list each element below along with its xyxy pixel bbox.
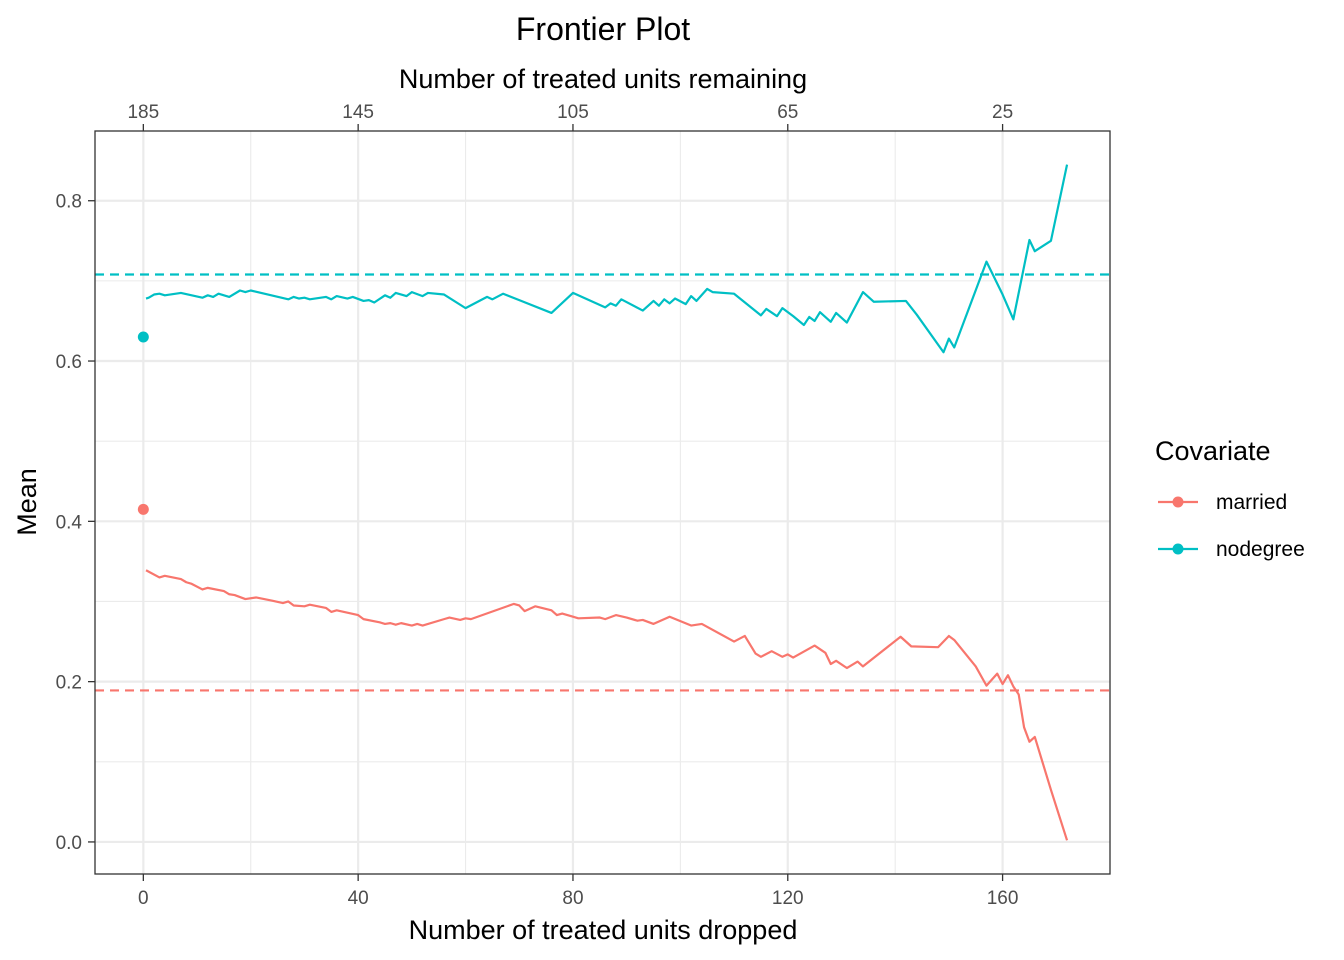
- legend-title: Covariate: [1155, 436, 1271, 466]
- x-axis-title: Number of treated units dropped: [409, 915, 798, 945]
- married-legend-label: married: [1216, 491, 1287, 514]
- top-axis-ticks: 185 145 105 65 25: [127, 102, 1013, 131]
- nodegree-legend-key-point: [1172, 543, 1184, 555]
- legend-items: married nodegree: [1158, 491, 1305, 561]
- chart-title: Frontier Plot: [516, 11, 690, 47]
- x-tick-label: 0: [138, 888, 149, 909]
- y-tick-label: 0.0: [56, 833, 82, 854]
- top-axis-title: Number of treated units remaining: [399, 64, 807, 94]
- panel-border: [94, 130, 1111, 875]
- x-axis-ticks: 0 40 80 120 160: [138, 874, 1018, 909]
- y-axis-title: Mean: [12, 468, 42, 536]
- married-start-point: [137, 503, 149, 515]
- x-tick-label: 120: [772, 888, 804, 909]
- x-tick-label: 80: [562, 888, 583, 909]
- nodegree-legend-label: nodegree: [1216, 538, 1305, 561]
- legend: Covariate married nodegree: [1155, 436, 1305, 561]
- x-tick-label: 160: [987, 888, 1019, 909]
- nodegree-line: [145, 164, 1069, 354]
- married-line: [145, 569, 1069, 841]
- x-tick-label: 40: [348, 888, 369, 909]
- top-tick-label: 185: [127, 102, 159, 123]
- married-legend-key-point: [1172, 496, 1184, 508]
- top-tick-label: 105: [557, 102, 589, 123]
- series-lines: [145, 164, 1069, 841]
- top-tick-label: 65: [777, 102, 798, 123]
- y-tick-label: 0.2: [56, 673, 82, 694]
- reference-lines: [95, 273, 1110, 692]
- grid: [95, 131, 1110, 874]
- y-tick-label: 0.6: [56, 352, 82, 373]
- nodegree-start-point: [137, 331, 149, 343]
- top-tick-label: 25: [992, 102, 1013, 123]
- top-tick-label: 145: [342, 102, 374, 123]
- y-axis-ticks: 0.0 0.2 0.4 0.6 0.8: [56, 192, 95, 854]
- y-tick-label: 0.4: [56, 512, 83, 533]
- y-tick-label: 0.8: [56, 192, 82, 213]
- start-points: [137, 331, 149, 515]
